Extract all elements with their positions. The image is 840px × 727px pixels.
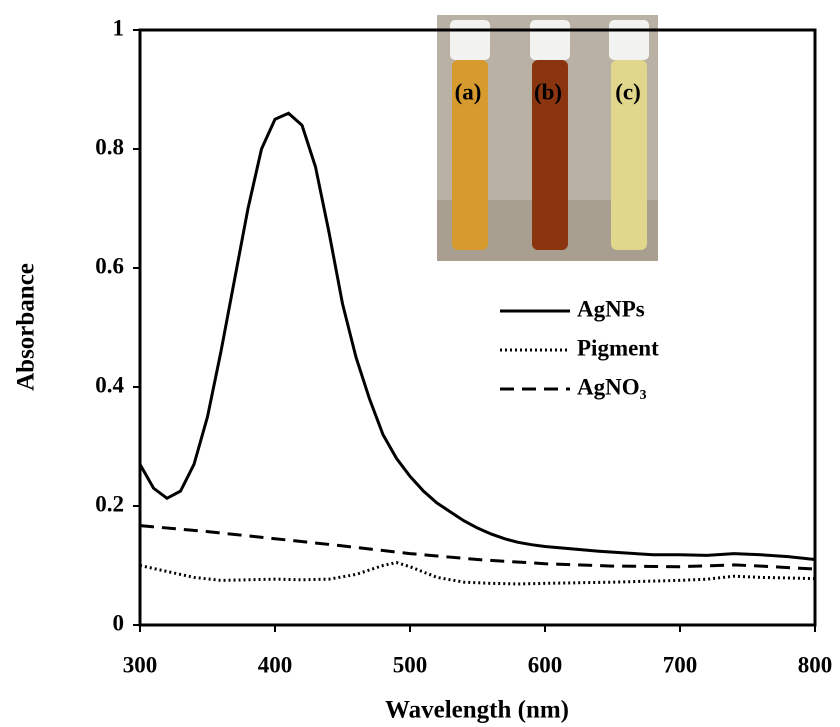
data-line: [140, 524, 815, 571]
data-line: [140, 111, 815, 562]
legend-label: Pigment: [577, 335, 659, 360]
x-tick-label: 300: [123, 652, 158, 677]
inset-label: (c): [615, 79, 641, 104]
y-tick-label: 0.4: [95, 372, 124, 397]
x-axis-title: Wavelength (nm): [385, 697, 569, 724]
y-axis-title: Absorbance: [13, 263, 40, 391]
x-tick-label: 500: [393, 652, 428, 677]
y-tick-label: 0: [113, 610, 125, 635]
y-tick-label: 0.8: [95, 134, 124, 159]
x-tick-label: 400: [258, 652, 293, 677]
x-tick-label: 600: [528, 652, 563, 677]
inset-photo: [437, 15, 658, 261]
y-tick-label: 1: [113, 15, 125, 40]
legend-label: AgNPs: [577, 296, 645, 321]
y-tick-label: 0.2: [95, 491, 124, 516]
data-line: [140, 560, 815, 586]
x-tick-label: 800: [798, 652, 833, 677]
inset-label: (a): [455, 79, 482, 104]
inset-label: (b): [534, 79, 562, 104]
plot-frame: [138, 28, 817, 627]
legend-label: AgNO₃: [577, 374, 647, 399]
y-tick-label: 0.6: [95, 253, 124, 278]
x-tick-label: 700: [663, 652, 698, 677]
